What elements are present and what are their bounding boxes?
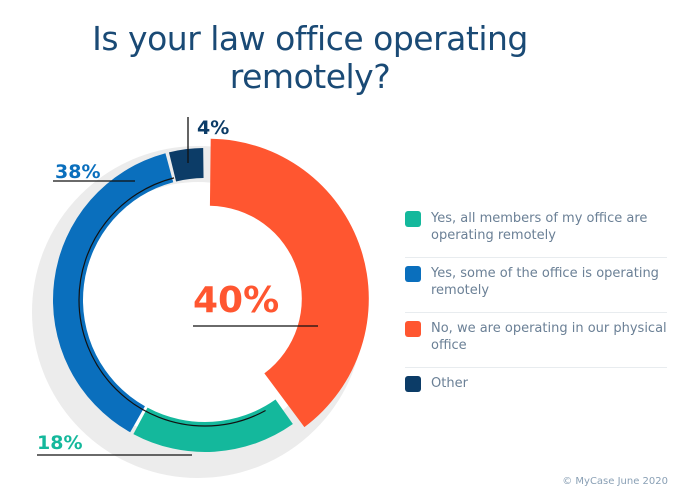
- data-label: 40%: [193, 280, 279, 321]
- data-label: 38%: [55, 161, 100, 183]
- legend-item: Yes, all members of my office are operat…: [405, 203, 667, 258]
- legend-label: Yes, some of the office is operating rem…: [431, 266, 659, 298]
- legend-label: Other: [431, 376, 468, 391]
- legend-item: No, we are operating in our physical off…: [405, 313, 667, 368]
- donut-slice: [52, 153, 174, 433]
- legend-label: Yes, all members of my office are operat…: [431, 211, 648, 243]
- legend-swatch: [405, 321, 421, 337]
- data-label: 4%: [197, 117, 229, 139]
- credit: © MyCase June 2020: [562, 476, 668, 487]
- legend-swatch: [405, 211, 421, 227]
- legend-label: No, we are operating in our physical off…: [431, 321, 667, 353]
- legend-item: Yes, some of the office is operating rem…: [405, 258, 667, 313]
- data-label: 18%: [37, 432, 82, 454]
- donut-slice: [209, 138, 369, 428]
- legend-item: Other: [405, 368, 667, 423]
- inner-arc-line: [78, 173, 332, 427]
- legend-swatch: [405, 266, 421, 282]
- legend-swatch: [405, 376, 421, 392]
- donut-slice: [168, 148, 204, 182]
- legend: Yes, all members of my office are operat…: [405, 203, 667, 423]
- chart-title: Is your law office operating remotely?: [92, 19, 528, 96]
